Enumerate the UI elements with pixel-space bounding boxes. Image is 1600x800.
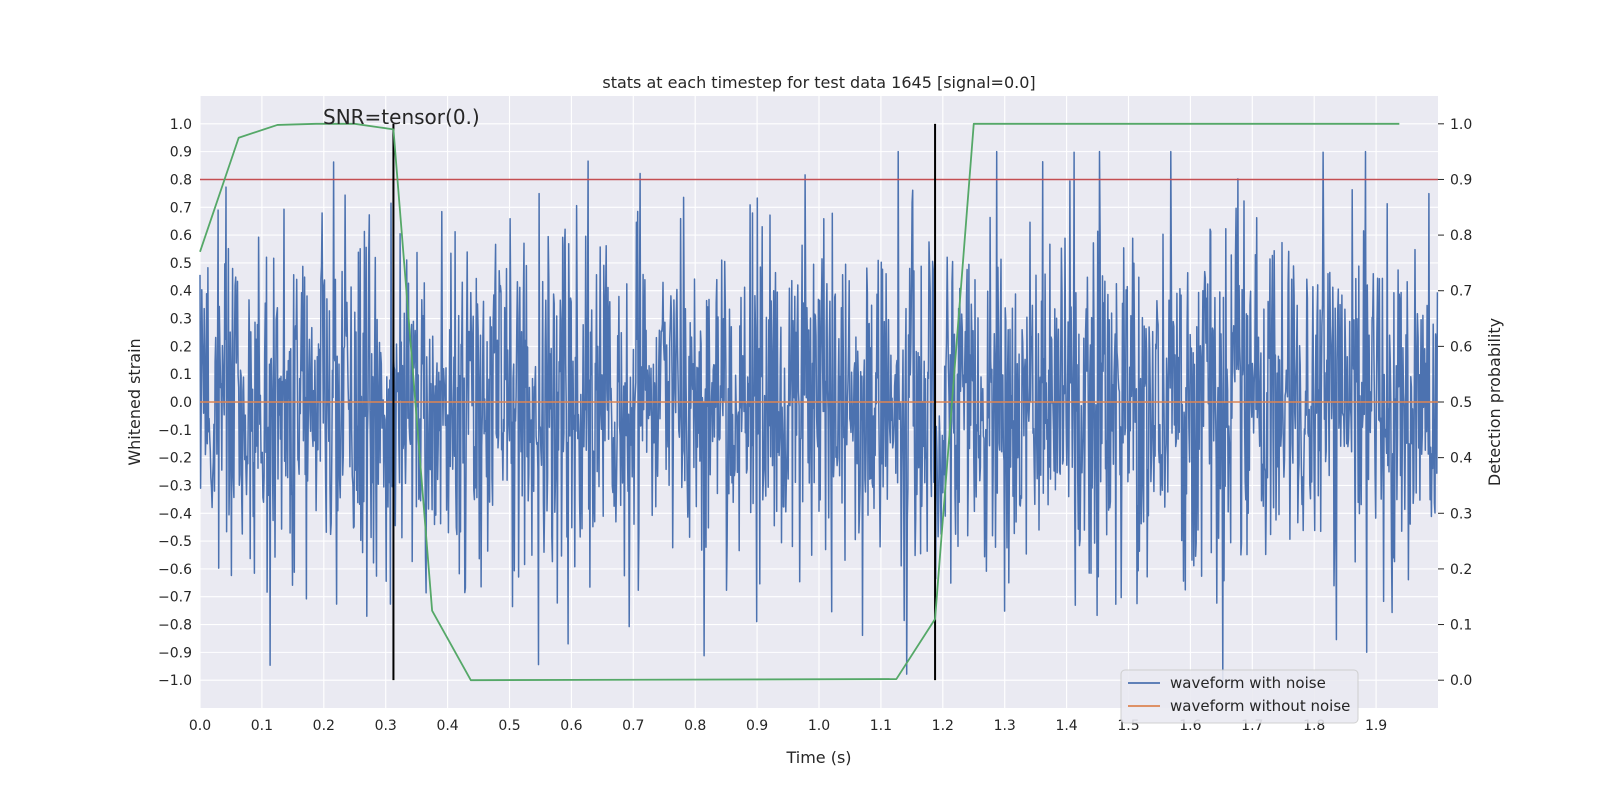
y-tick-label: 0.9 — [170, 145, 192, 161]
x-tick-label: 0.7 — [622, 718, 644, 734]
y2-tick-label: 0.7 — [1450, 284, 1472, 300]
x-tick-label: 0.2 — [313, 718, 335, 734]
y-tick-label: 0.0 — [170, 395, 192, 411]
y-tick-label: −0.4 — [158, 506, 192, 522]
x-tick-label: 0.9 — [746, 718, 768, 734]
y-tick-label: 0.6 — [170, 228, 192, 244]
vertical-marker-lines — [392, 123, 937, 681]
noise-waveform-line — [199, 150, 1439, 681]
legend-label-clean: waveform without noise — [1170, 697, 1350, 715]
y-tick-label: 0.5 — [170, 256, 192, 272]
y2-tick-label: 0.1 — [1450, 618, 1472, 634]
x-tick-label: 0.5 — [498, 718, 520, 734]
detection-probability-line — [199, 122, 1400, 682]
snr-annotation: SNR=tensor(0.) — [323, 105, 480, 129]
x-tick-label: 0.0 — [189, 718, 211, 734]
y-tick-labels: 1.0 0.9 0.8 0.7 0.6 0.5 0.4 0.3 0.2 0.1 0.0 −0.1 −0.… — [158, 117, 192, 689]
legend: waveform with noise waveform without noi… — [1120, 669, 1359, 724]
x-tick-labels: 0.0 0.1 0.2 0.3 0.4 0.5 0.6 0.7 0.8 0.9 1.0 1.1 1.2 1… — [189, 718, 1387, 734]
waveform-with-noise-series — [199, 150, 1439, 681]
legend-box — [1120, 669, 1359, 724]
chart-title: stats at each timestep for test data 164… — [602, 73, 1035, 92]
y-tick-label: −0.8 — [158, 618, 192, 634]
y2-tick-label: 0.8 — [1450, 228, 1472, 244]
x-tick-label: 1.9 — [1365, 718, 1387, 734]
y-tick-label: −0.9 — [158, 645, 192, 661]
y-tick-label: −0.6 — [158, 562, 192, 578]
y-tick-label: 0.2 — [170, 339, 192, 355]
y2-tick-label: 0.6 — [1450, 339, 1472, 355]
y2-tick-label: 0.4 — [1450, 451, 1472, 467]
y-tick-label: 0.8 — [170, 172, 192, 188]
y2-tick-label: 0.5 — [1450, 395, 1472, 411]
x-tick-label: 0.3 — [375, 718, 397, 734]
x-axis-label: Time (s) — [785, 748, 851, 767]
y-tick-label: 0.3 — [170, 312, 192, 328]
y2-tick-label: 0.3 — [1450, 506, 1472, 522]
detection-probability-series — [199, 122, 1400, 682]
y-tick-label: −0.5 — [158, 534, 192, 550]
x-tick-label: 1.4 — [1055, 718, 1077, 734]
y2-tick-labels: 1.0 0.9 0.8 0.7 0.6 0.5 0.4 0.3 0.2 0.1 0.0 — [1438, 117, 1472, 689]
y2-tick-label: 0.0 — [1450, 673, 1472, 689]
y2-tick-label: 0.9 — [1450, 172, 1472, 188]
y-tick-label: −0.7 — [158, 590, 192, 606]
x-tick-label: 1.0 — [808, 718, 830, 734]
y-tick-label: −0.3 — [158, 478, 192, 494]
y-tick-label: −0.1 — [158, 423, 192, 439]
x-tick-label: 0.4 — [436, 718, 458, 734]
y2-axis-label: Detection probability — [1485, 318, 1504, 486]
y-tick-label: −1.0 — [158, 673, 192, 689]
y-tick-label: 0.7 — [170, 200, 192, 216]
legend-label-noise: waveform with noise — [1170, 674, 1326, 692]
x-tick-label: 1.2 — [932, 718, 954, 734]
x-tick-label: 0.1 — [251, 718, 273, 734]
y2-tick-label: 1.0 — [1450, 117, 1472, 133]
y-tick-label: 0.4 — [170, 284, 192, 300]
x-tick-label: 1.1 — [870, 718, 892, 734]
y-axis-label: Whitened strain — [125, 338, 144, 465]
y-tick-label: −0.2 — [158, 451, 192, 467]
x-tick-label: 0.6 — [560, 718, 582, 734]
y-tick-label: 1.0 — [170, 117, 192, 133]
x-tick-label: 1.3 — [994, 718, 1016, 734]
x-tick-label: 0.8 — [684, 718, 706, 734]
y2-tick-label: 0.2 — [1450, 562, 1472, 578]
y-tick-label: 0.1 — [170, 367, 192, 383]
